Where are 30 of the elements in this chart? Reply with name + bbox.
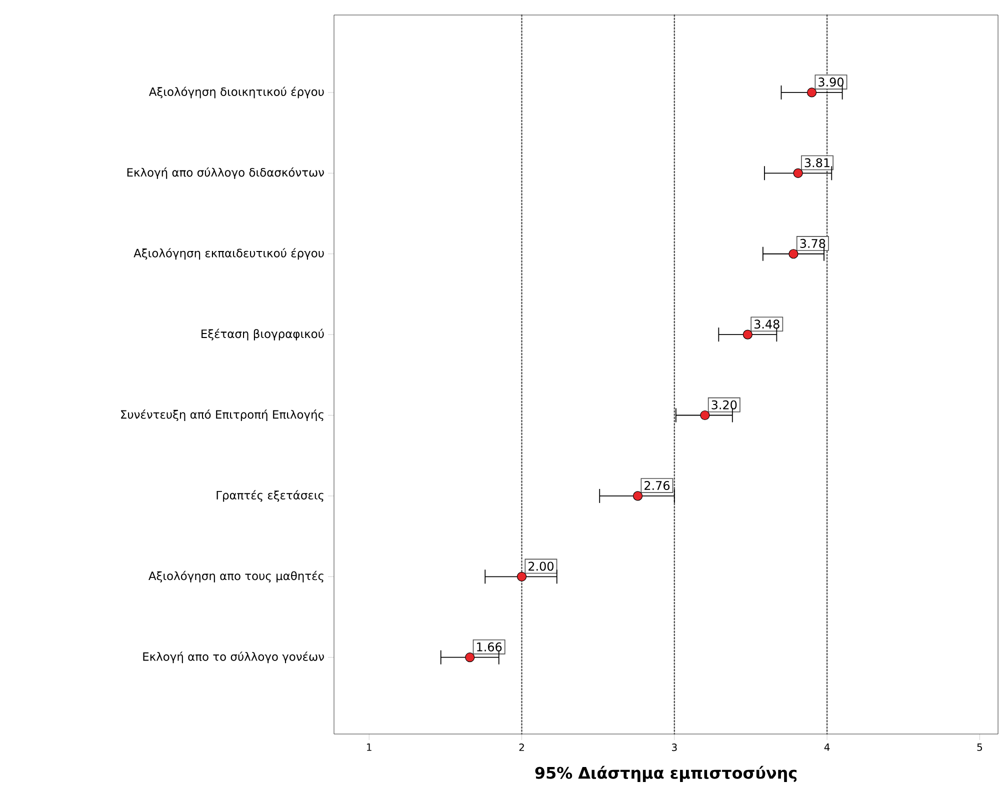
data-label: 3.81 — [804, 158, 830, 168]
data-label: 2.00 — [528, 562, 554, 571]
point — [793, 168, 803, 178]
y-tick-label: Αξιολόγηση εκπαιδευτικού έργου — [134, 248, 324, 260]
point — [632, 491, 643, 501]
x-axis-title: 95% Διάστημα εμπιστοσύνης — [535, 766, 797, 782]
x-tick-label: 1 — [367, 744, 372, 751]
data-label: 3.48 — [754, 320, 780, 329]
point — [788, 249, 798, 259]
point — [465, 652, 475, 662]
y-tick-label: Γραπτές εξετάσεις — [216, 490, 324, 502]
data-label: 3.78 — [800, 238, 826, 248]
y-tick-label: Εκλογή απο το σύλλογο γονέων — [143, 652, 324, 664]
point — [742, 330, 752, 340]
x-tick-label: 4 — [824, 744, 830, 751]
point — [516, 572, 527, 582]
data-label: 3.20 — [712, 400, 737, 410]
y-tick-label: Αξιολόγηση διοικητικού έργου — [148, 86, 324, 98]
y-tick-label: Αξιολόγηση απο τους μαθητές — [148, 570, 324, 582]
y-tick-label: Συνέντευξη από Επιτροπή Επιλογής — [121, 409, 324, 422]
x-tick-label: 3 — [672, 744, 677, 752]
point — [806, 88, 817, 98]
data-label: 3.90 — [818, 78, 844, 87]
x-tick-label: 5 — [977, 744, 982, 751]
data-label: 1.66 — [477, 642, 502, 652]
x-tick-label: 2 — [519, 744, 524, 751]
y-tick-label: Εκλογή απο σύλλογο διδασκόντων — [127, 167, 324, 179]
y-tick-label: Εξέταση βιογραφικού — [202, 328, 324, 340]
point — [700, 410, 710, 420]
data-label: 2.76 — [644, 481, 670, 490]
